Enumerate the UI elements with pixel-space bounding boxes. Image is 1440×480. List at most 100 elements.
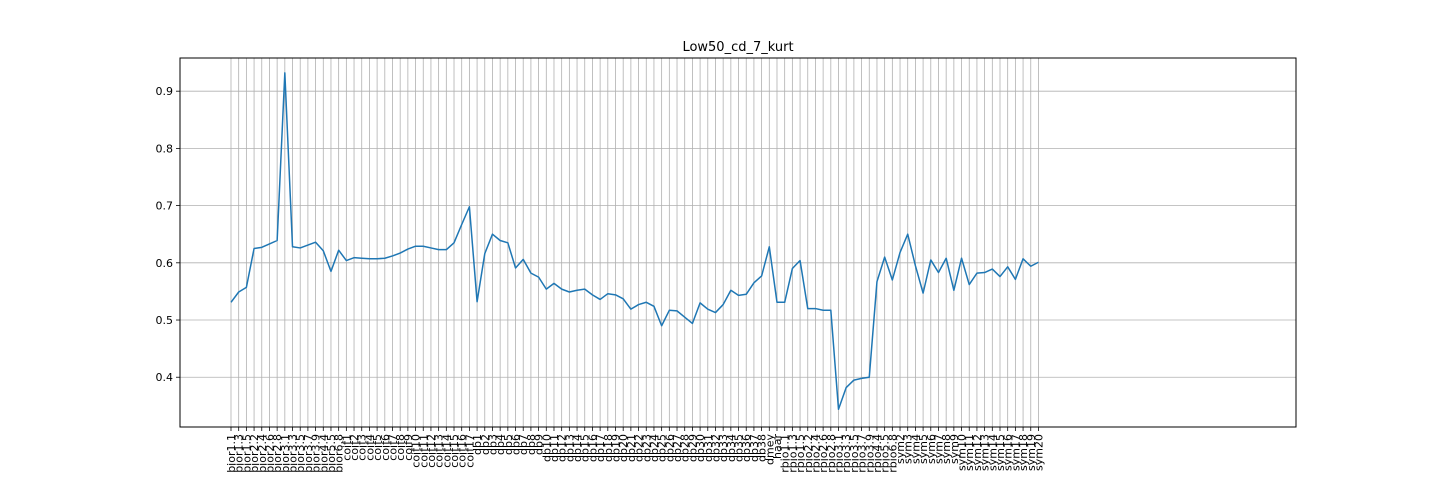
x-tick-label: db10 (540, 434, 553, 462)
x-tick-label: sym7 (932, 434, 945, 464)
x-tick-label: db6 (510, 434, 523, 455)
x-tick-label: rbio2.8 (825, 434, 838, 473)
y-tick-label: 0.6 (156, 257, 174, 270)
x-tick-label: coif2 (348, 434, 361, 461)
x-tick-label: sym18 (1017, 434, 1030, 471)
x-tick-label: db21 (625, 434, 638, 462)
x-tick-label: db14 (571, 434, 584, 462)
x-tick-label: coif12 (425, 434, 438, 468)
x-tick-label: db1 (471, 434, 484, 455)
x-tick-label: bior2.2 (248, 434, 261, 473)
y-axis: 0.4 0.5 0.6 0.7 0.8 0.9 (156, 85, 180, 384)
x-tick-label: db3 (486, 434, 499, 455)
x-tick-label: db8 (525, 434, 538, 455)
plot-frame (179, 57, 1297, 428)
x-tick-label: coif8 (394, 434, 407, 461)
x-tick-label: bior2.4 (256, 434, 269, 473)
x-tick-label: bior3.9 (310, 434, 323, 473)
x-tick-label: bior1.5 (240, 434, 253, 473)
y-tick-label: 0.9 (156, 85, 174, 98)
x-tick-label: rbio2.2 (802, 434, 815, 473)
x-tick-label: sym19 (1025, 434, 1038, 471)
x-tick-label: db36 (740, 434, 753, 462)
x-tick-label: bior1.3 (233, 434, 246, 473)
x-tick-label: db9 (533, 434, 546, 455)
x-tick-label: coif17 (463, 434, 476, 468)
x-axis: bior1.1bior1.3bior1.5bior2.2bior2.4bior2… (225, 427, 1045, 473)
x-tick-label: bior1.1 (225, 434, 238, 473)
x-tick-label: sym11 (963, 434, 976, 471)
x-tick-label: bior2.6 (263, 434, 276, 473)
x-tick-label: sym9 (948, 434, 961, 464)
chart-title: Low50_cd_7_kurt (682, 40, 793, 55)
x-tick-label: db30 (694, 434, 707, 462)
x-tick-label: rbio3.5 (848, 434, 861, 473)
x-tick-label: sym8 (940, 434, 953, 464)
x-tick-label: db38 (756, 434, 769, 462)
x-tick-label: rbio3.1 (833, 434, 846, 473)
x-tick-label: rbio3.3 (840, 434, 853, 473)
x-tick-label: sym6 (925, 434, 938, 464)
x-tick-label: sym4 (909, 434, 922, 464)
x-tick-label: sym2 (894, 434, 907, 464)
x-tick-label: coif16 (456, 434, 469, 468)
x-tick-label: coif13 (433, 434, 446, 468)
y-tick-label: 0.4 (156, 371, 174, 384)
x-tick-label: coif11 (417, 434, 430, 468)
x-tick-label: db32 (709, 434, 722, 462)
x-tick-label: db7 (517, 434, 530, 455)
x-tick-label: haar (771, 434, 784, 459)
x-tick-label: bior3.1 (279, 434, 292, 473)
x-tick-label: coif7 (386, 434, 399, 461)
x-tick-label: bior3.5 (294, 434, 307, 473)
x-tick-label: coif6 (379, 434, 392, 461)
x-tick-label: rbio1.3 (786, 434, 799, 473)
x-tick-label: rbio2.4 (809, 434, 822, 473)
x-tick-label: sym20 (1032, 434, 1045, 471)
x-tick-label: sym16 (1002, 434, 1015, 471)
x-tick-label: sym12 (971, 434, 984, 471)
x-tick-label: db22 (633, 434, 646, 462)
x-tick-label: bior4.4 (317, 434, 330, 473)
x-tick-label: sym14 (986, 434, 999, 471)
x-tick-label: coif10 (410, 434, 423, 468)
x-tick-label: db23 (640, 434, 653, 462)
x-tick-label: db19 (610, 434, 623, 462)
x-tick-label: db34 (725, 434, 738, 462)
x-tick-label: sym10 (956, 434, 969, 471)
x-tick-label: coif5 (371, 434, 384, 461)
x-tick-label: coif15 (448, 434, 461, 468)
x-tick-label: db5 (502, 434, 515, 455)
grid-layer (180, 58, 1296, 427)
x-tick-label: db28 (679, 434, 692, 462)
x-tick-label: db4 (494, 434, 507, 455)
x-tick-label: coif9 (402, 434, 415, 461)
x-tick-label: db24 (648, 434, 661, 462)
x-tick-label: sym3 (902, 434, 915, 464)
x-tick-label: rbio1.1 (779, 434, 792, 473)
x-tick-label: bior2.8 (271, 434, 284, 473)
series-line (230, 72, 1039, 411)
x-tick-label: rbio4.4 (871, 434, 884, 473)
x-tick-label: db35 (733, 434, 746, 462)
x-tick-label: dmey (763, 434, 776, 465)
x-tick-label: db11 (548, 434, 561, 462)
x-tick-label: rbio1.5 (794, 434, 807, 473)
x-tick-label: bior6.8 (333, 434, 346, 473)
x-tick-label: db18 (602, 434, 615, 462)
x-tick-label: sym17 (1009, 434, 1022, 471)
x-tick-label: db27 (671, 434, 684, 462)
x-tick-label: bior3.3 (287, 434, 300, 473)
x-tick-label: rbio6.8 (886, 434, 899, 473)
x-tick-label: coif14 (440, 434, 453, 468)
x-tick-label: db2 (479, 434, 492, 455)
y-tick-label: 0.8 (156, 142, 174, 155)
y-tick-label: 0.7 (156, 200, 174, 213)
x-tick-label: coif1 (340, 434, 353, 461)
x-tick-label: db25 (656, 434, 669, 462)
x-tick-label: rbio5.5 (879, 434, 892, 473)
x-tick-label: db31 (702, 434, 715, 462)
series-layer (230, 72, 1039, 411)
x-tick-label: db26 (663, 434, 676, 462)
